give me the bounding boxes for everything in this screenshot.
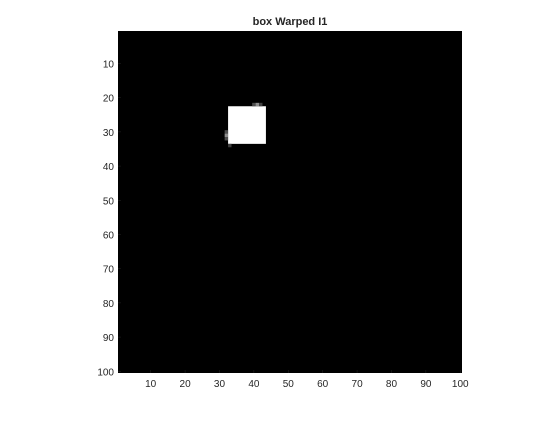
chart-title: box Warped I1 [253,16,328,28]
y-tick-label-40: 40 [103,162,115,173]
y-tick-label-100: 100 [97,367,114,378]
pixel-3 [224,130,229,134]
pixel-1 [255,102,260,107]
y-axis: 10 20 30 40 50 60 70 80 90 100 [97,59,121,378]
x-tick-label-80: 80 [386,379,398,390]
y-tick-label-30: 30 [103,128,115,139]
x-tick-label-10: 10 [145,379,157,390]
x-tick-label-30: 30 [214,379,226,390]
pixel-4 [224,133,229,138]
x-tick-label-100: 100 [452,379,469,390]
pixel-0 [252,102,256,107]
x-tick-label-60: 60 [317,379,329,390]
y-tick-label-70: 70 [103,265,115,276]
x-tick-label-40: 40 [248,379,260,390]
image-background [118,31,462,373]
y-tick-label-60: 60 [103,230,115,241]
pixel-6 [228,143,232,148]
x-tick-label-50: 50 [283,379,295,390]
x-tick-label-70: 70 [352,379,364,390]
y-tick-label-90: 90 [103,333,115,344]
pixel-5 [224,137,229,141]
plot-area [118,31,462,373]
x-tick-label-90: 90 [420,379,432,390]
y-tick-label-80: 80 [103,299,115,310]
y-tick-label-20: 20 [103,94,115,105]
y-tick-label-10: 10 [103,59,115,70]
x-axis: 10 20 30 40 50 60 70 80 90 100 [145,370,469,390]
pixel-2 [259,102,263,107]
x-tick-label-20: 20 [180,379,192,390]
bright-region-0 [228,106,266,144]
y-tick-label-50: 50 [103,196,115,207]
